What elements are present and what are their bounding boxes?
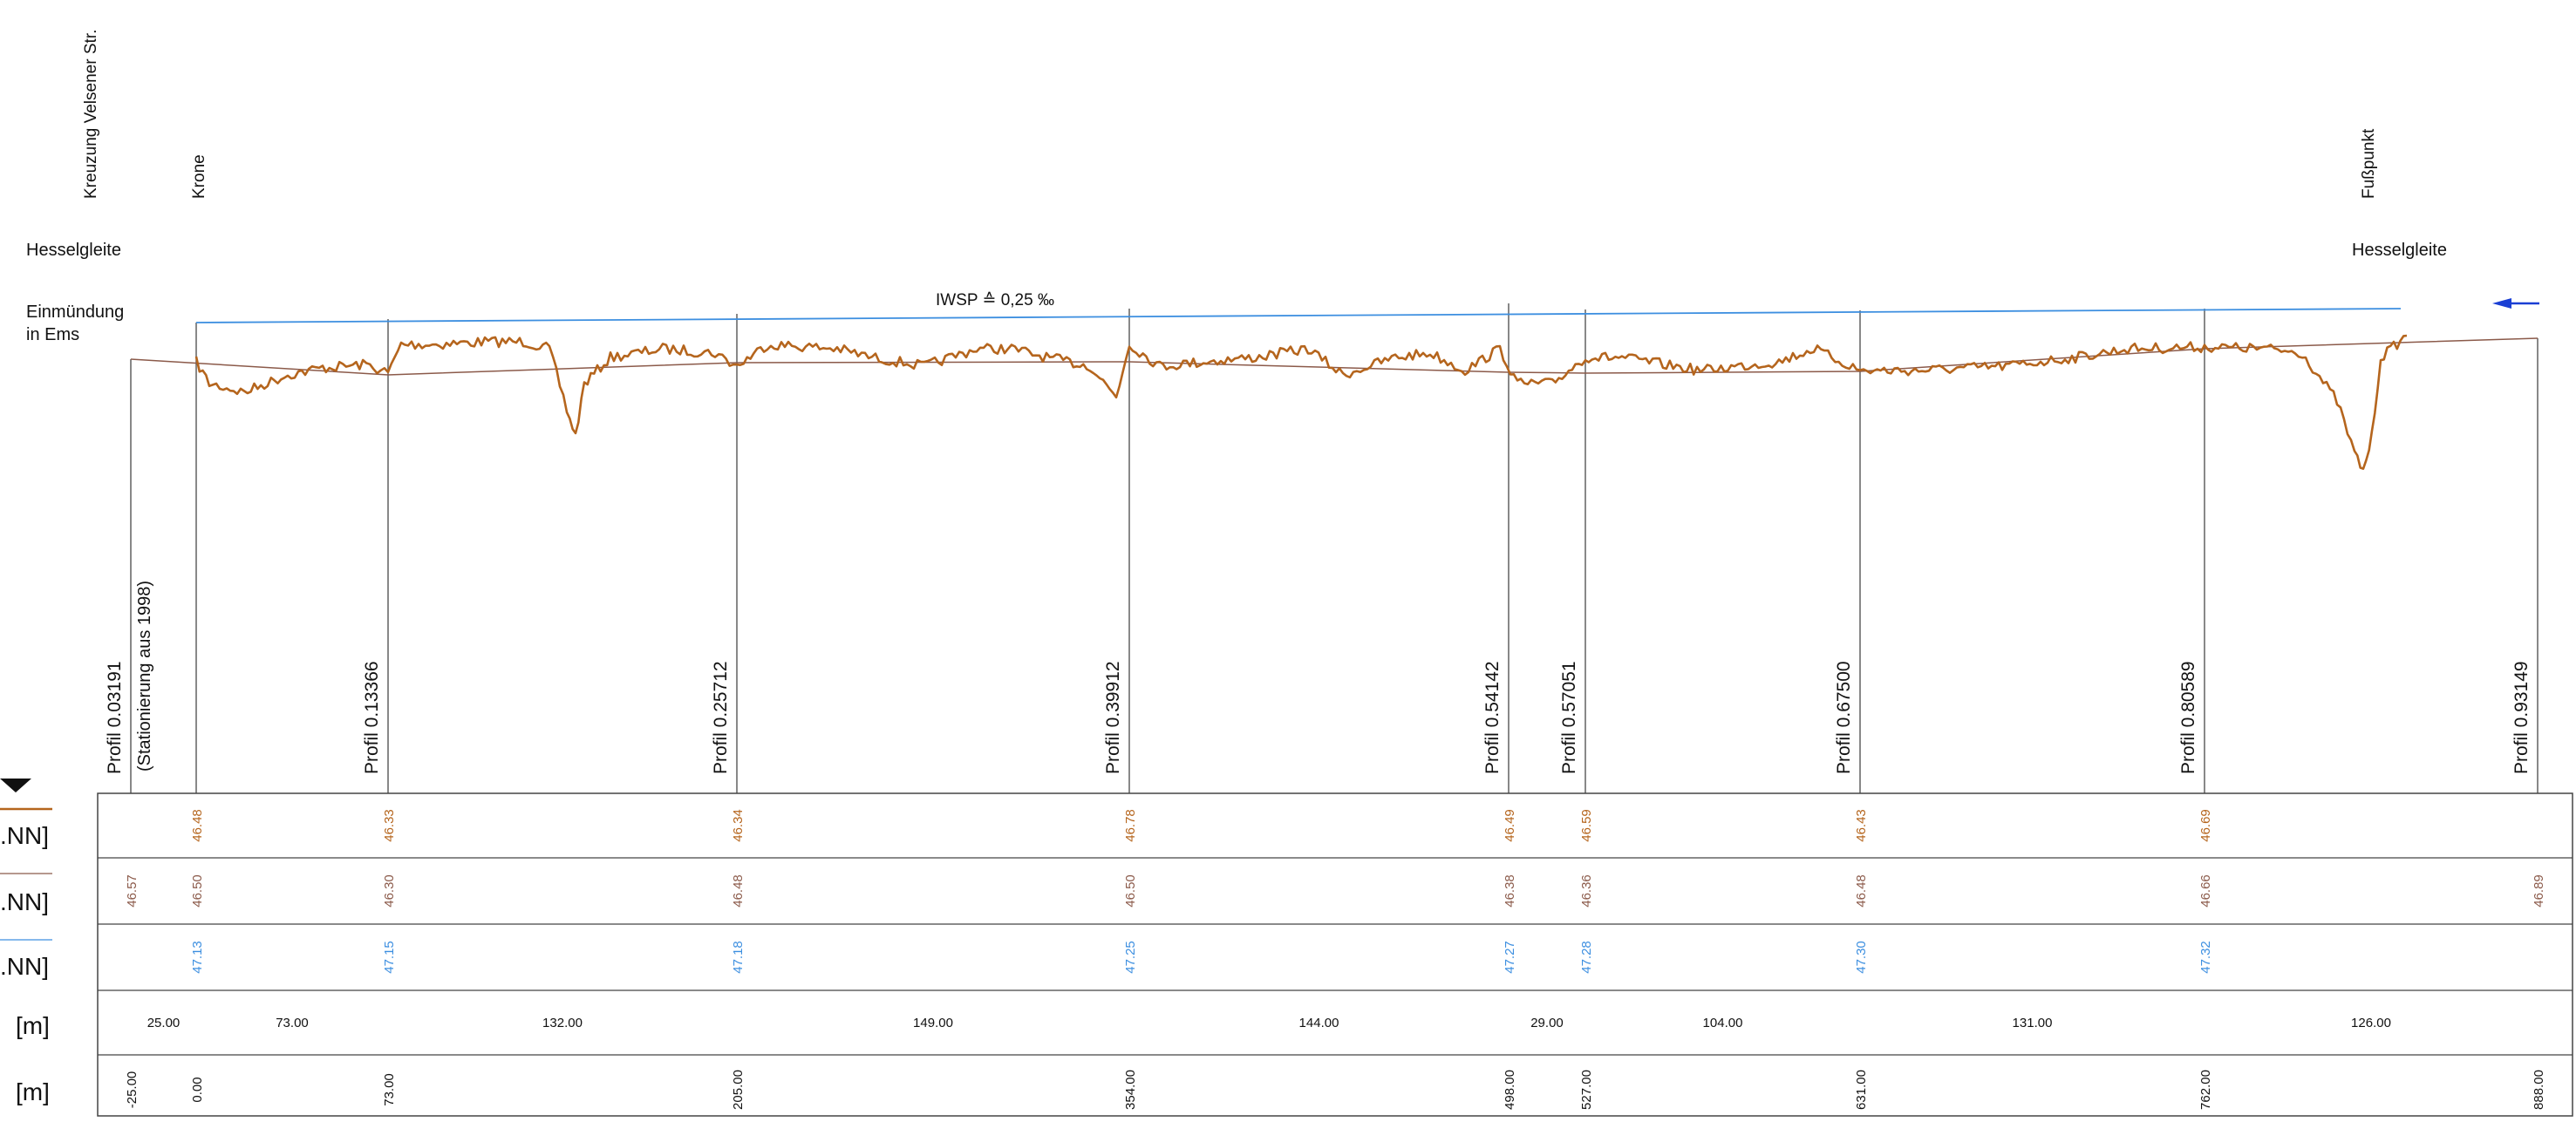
flow-arrow-icon — [2492, 298, 2539, 309]
water-surface-line — [195, 308, 2402, 323]
row4-distance: 104.00 — [1703, 1016, 1743, 1030]
row1-value: 46.78 — [1123, 809, 1138, 842]
row5-unit: [m] — [16, 1078, 50, 1105]
row5-station: 205.00 — [731, 1070, 746, 1110]
row3-value: 47.25 — [1123, 941, 1138, 974]
row3-value: 47.13 — [190, 941, 205, 974]
row2-value: 46.57 — [125, 874, 140, 908]
row2-unit: .NN] — [0, 888, 49, 915]
row5-station: 631.00 — [1854, 1070, 1869, 1110]
row1-value: 46.48 — [190, 809, 205, 842]
label-einmuendung-2: in Ems — [26, 325, 79, 344]
row5-station: 73.00 — [382, 1073, 397, 1106]
label-krone: Krone — [190, 154, 208, 199]
profile-label: Profil 0.93149 — [2511, 661, 2532, 774]
row1-value: 46.43 — [1854, 809, 1869, 842]
label-hesselgleite-left: Hesselgleite — [26, 241, 121, 260]
row4-distance: 132.00 — [542, 1016, 583, 1030]
row1-value: 46.33 — [382, 809, 397, 842]
row4-distance: 73.00 — [276, 1016, 309, 1030]
profile-label: Profil 0.03191 — [105, 661, 125, 774]
water-level-marker-icon — [0, 779, 31, 792]
row1-value: 46.49 — [1503, 809, 1517, 842]
row1-value: 46.69 — [2198, 809, 2213, 842]
profile-label: Profil 0.57051 — [1559, 661, 1579, 774]
row5-station: 354.00 — [1123, 1070, 1138, 1110]
row3-unit: .NN] — [0, 953, 49, 980]
row3-value: 47.27 — [1503, 941, 1517, 974]
row2-value: 46.36 — [1579, 874, 1594, 908]
row2-value: 46.66 — [2198, 874, 2213, 908]
row5-station: 527.00 — [1579, 1070, 1594, 1110]
row5-station: 498.00 — [1503, 1070, 1517, 1110]
label-kreuzung: Kreuzung Velsener Str. — [82, 30, 100, 199]
row2-value: 46.48 — [1854, 874, 1869, 908]
profile-label: Profil 0.80589 — [2178, 661, 2198, 774]
row5-station: 888.00 — [2532, 1070, 2546, 1110]
label-einmuendung-1: Einmündung — [26, 303, 124, 322]
row3-value: 47.15 — [382, 941, 397, 974]
row2-value: 46.50 — [1123, 874, 1138, 908]
row4-unit: [m] — [16, 1012, 50, 1039]
row2-value: 46.48 — [731, 874, 746, 908]
row2-value: 46.89 — [2532, 874, 2546, 908]
row3-value: 47.32 — [2198, 941, 2213, 974]
row2-value: 46.50 — [190, 874, 205, 908]
profile-label: Profil 0.13366 — [362, 661, 382, 774]
station-note: (Stationierung aus 1998) — [135, 581, 154, 772]
row4-distance: 144.00 — [1299, 1016, 1339, 1030]
row4-distance: 126.00 — [2351, 1016, 2391, 1030]
row5-station: -25.00 — [125, 1071, 140, 1109]
row3-value: 47.18 — [731, 941, 746, 974]
row4-distance: 25.00 — [147, 1016, 181, 1030]
slope-label: IWSP ≙ 0,25 ‰ — [936, 291, 1054, 309]
row4-distance: 149.00 — [913, 1016, 953, 1030]
row2-value: 46.30 — [382, 874, 397, 908]
row5-station: 0.00 — [190, 1077, 205, 1102]
row1-value: 46.34 — [731, 809, 746, 842]
row4-distance: 131.00 — [2013, 1016, 2053, 1030]
row1-unit: .NN] — [0, 822, 49, 849]
terrain-line — [194, 334, 2408, 471]
row3-value: 47.30 — [1854, 941, 1869, 974]
row5-station: 762.00 — [2198, 1070, 2213, 1110]
row3-value: 47.28 — [1579, 941, 1594, 974]
label-fusspunkt: Fußpunkt — [2360, 128, 2378, 199]
row4-distance: 29.00 — [1530, 1016, 1564, 1030]
label-hesselgleite-right: Hesselgleite — [2352, 241, 2447, 260]
profile-label: Profil 0.67500 — [1834, 661, 1854, 774]
data-table — [97, 792, 2573, 1117]
row1-value: 46.59 — [1579, 809, 1594, 842]
profile-label: Profil 0.25712 — [711, 661, 731, 774]
profile-label: Profil 0.54142 — [1482, 661, 1503, 774]
profile-label: Profil 0.39912 — [1103, 661, 1123, 774]
row2-value: 46.38 — [1503, 874, 1517, 908]
